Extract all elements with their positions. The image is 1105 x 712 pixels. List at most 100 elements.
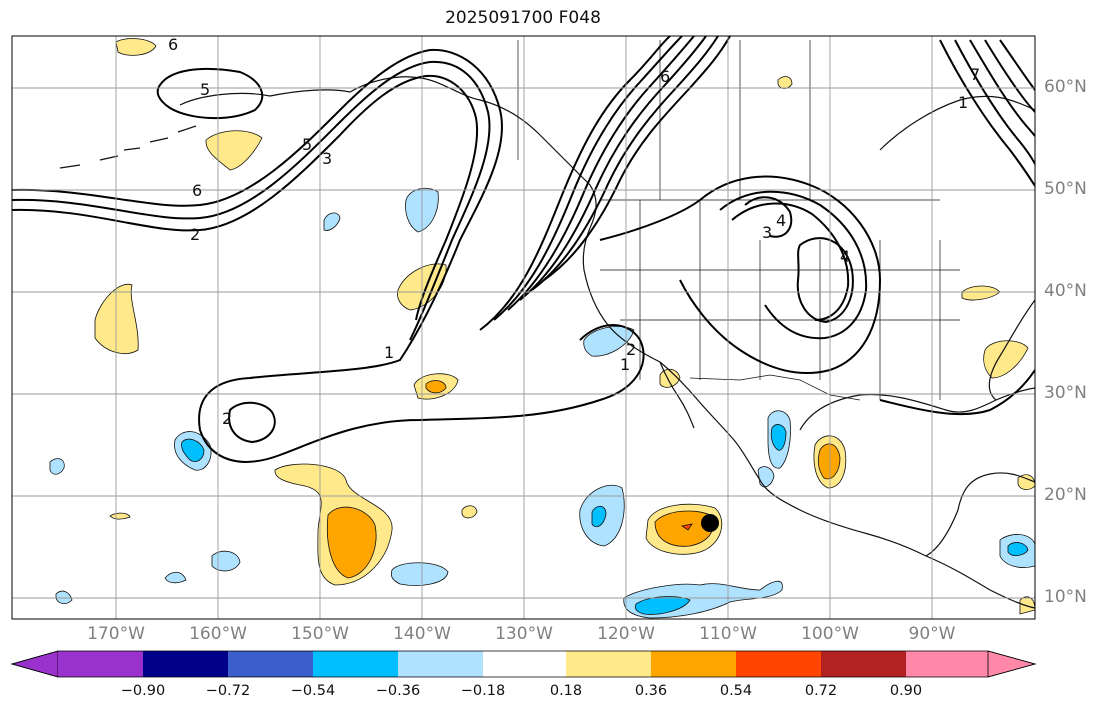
fill-neg-120w-10n-core — [634, 596, 691, 615]
fill-pos-storm-peak — [680, 523, 693, 531]
colorbar-tick-label: 0.54 — [719, 683, 753, 699]
contour-label: 3 — [322, 149, 332, 168]
contour-se — [879, 369, 1035, 416]
colorbar-tick-label: −0.72 — [205, 683, 251, 699]
fill-pos-storm-core — [654, 510, 714, 547]
fill-neg-175w-10n — [55, 590, 73, 604]
coast-alaska — [179, 76, 597, 229]
colorbar-bin — [736, 651, 821, 677]
contour-label: 4 — [776, 211, 786, 230]
contour-label: 1 — [384, 343, 394, 362]
contour-low-2 — [228, 401, 276, 444]
fill-neg-140w-12n — [390, 562, 449, 586]
colorbar-tick-label: −0.90 — [120, 683, 166, 699]
colorbar-tick-label: 0.72 — [804, 683, 838, 699]
colorbar-tick-label: 0.36 — [634, 683, 668, 699]
colorbar-tick-label: −0.18 — [460, 683, 506, 699]
contour-trough-2 — [719, 190, 868, 340]
contour-east-3 — [969, 39, 1035, 137]
colorbar-tick-label: 0.90 — [889, 683, 923, 699]
contour-2-west — [12, 60, 491, 341]
lat-label: 20°N — [1044, 485, 1087, 505]
contour-east-5 — [999, 39, 1035, 91]
contour-east-1 — [939, 39, 1035, 187]
colorbar-bin — [651, 651, 736, 677]
fill-pos-small-1 — [109, 512, 131, 520]
contour-1-outer — [12, 48, 645, 463]
contour-ridge-5 — [531, 36, 719, 291]
fill-pos-gulf-alaska — [205, 130, 263, 171]
contour-label: 4 — [840, 247, 850, 266]
lon-label: 160°W — [189, 624, 247, 644]
contour-label: 1 — [958, 93, 968, 112]
colorbar-bin — [398, 651, 483, 677]
coast-west-us — [582, 227, 927, 557]
contour-trough-4 — [796, 237, 854, 324]
coast-central-am — [925, 555, 1035, 609]
fill-neg-150w-47n — [323, 212, 341, 231]
contour-ridge-4 — [519, 36, 707, 301]
contour-ridge-6 — [543, 36, 731, 281]
colorbar-bin — [143, 651, 228, 677]
contour-label: 6 — [192, 181, 202, 200]
border-us-mexico — [689, 374, 861, 401]
lon-label: 140°W — [393, 624, 451, 644]
contour-lines — [12, 36, 1035, 463]
colorbar-extend-low — [10, 650, 59, 678]
graticule — [12, 36, 1035, 619]
fill-neg-125w-18n-core — [591, 505, 607, 528]
fill-neg-125w-35n — [583, 326, 635, 357]
map-frame — [12, 36, 1035, 619]
colorbar-bin — [228, 651, 313, 677]
fill-neg-165w-12n — [164, 571, 187, 584]
lat-label: 60°N — [1044, 77, 1087, 97]
lon-label: 150°W — [291, 624, 349, 644]
contour-label: 5 — [302, 135, 312, 154]
contour-label: 6 — [168, 35, 178, 54]
lat-label: 40°N — [1044, 281, 1087, 301]
fill-neg-170w-22n — [49, 458, 65, 475]
lat-label: 30°N — [1044, 383, 1087, 403]
contour-label: 2 — [190, 225, 200, 244]
contour-label: 1 — [620, 355, 630, 374]
colorbar-outline — [10, 650, 1037, 678]
contour-label: 2 — [222, 409, 232, 428]
colorbar-tick-label: −0.54 — [290, 683, 336, 699]
fill-pos-small-3 — [777, 76, 793, 89]
coast-hudson — [879, 95, 1035, 151]
lon-label: 110°W — [699, 624, 757, 644]
fill-neg-atlantic-15n-core — [1007, 542, 1029, 556]
shaded-anomaly-fills — [49, 38, 1035, 619]
contour-3-west — [12, 74, 478, 321]
contour-ridge-1 — [479, 36, 671, 331]
contour-labels: 6 5 5 3 6 2 1 2 1 3 4 4 2 7 6 1 — [168, 35, 980, 428]
contour-label: 7 — [970, 65, 980, 84]
colorbar-tick-label: −0.36 — [375, 683, 421, 699]
contour-trough-outer — [599, 175, 882, 374]
contour-trough-3 — [731, 202, 850, 321]
lon-label: 100°W — [801, 624, 859, 644]
lat-label: 50°N — [1044, 179, 1087, 199]
contour-label: 3 — [762, 223, 772, 242]
colorbar — [10, 650, 1037, 678]
colorbar-bin — [58, 651, 143, 677]
fill-neg-155w-15n — [211, 550, 241, 572]
fill-pos-se-us — [983, 340, 1029, 379]
state-lines — [600, 200, 960, 400]
fill-pos-gulf-mexico-core — [817, 443, 841, 480]
lon-label: 120°W — [597, 624, 655, 644]
colorbar-bin — [821, 651, 906, 677]
colorbar-tick-label: 0.18 — [549, 683, 583, 699]
fill-pos-150w-20n-core — [326, 506, 377, 579]
colorbar-bin — [566, 651, 651, 677]
lon-label: 90°W — [908, 624, 956, 644]
fill-pos-bering — [115, 38, 157, 56]
contour-bering-5 — [156, 67, 264, 119]
coast-gulf — [799, 387, 1035, 431]
fill-neg-107w-20n — [757, 466, 775, 488]
lon-label: 130°W — [495, 624, 553, 644]
contour-ridge-3 — [507, 36, 695, 311]
contour-label: 2 — [626, 340, 636, 359]
colorbar-bin — [313, 651, 398, 677]
